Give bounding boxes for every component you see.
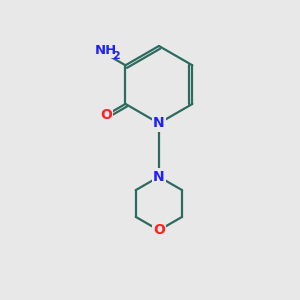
Text: O: O: [100, 108, 112, 122]
Text: NH: NH: [95, 44, 117, 57]
Text: N: N: [153, 170, 165, 184]
Text: 2: 2: [112, 51, 119, 61]
Text: N: N: [153, 116, 165, 130]
Text: O: O: [153, 223, 165, 237]
